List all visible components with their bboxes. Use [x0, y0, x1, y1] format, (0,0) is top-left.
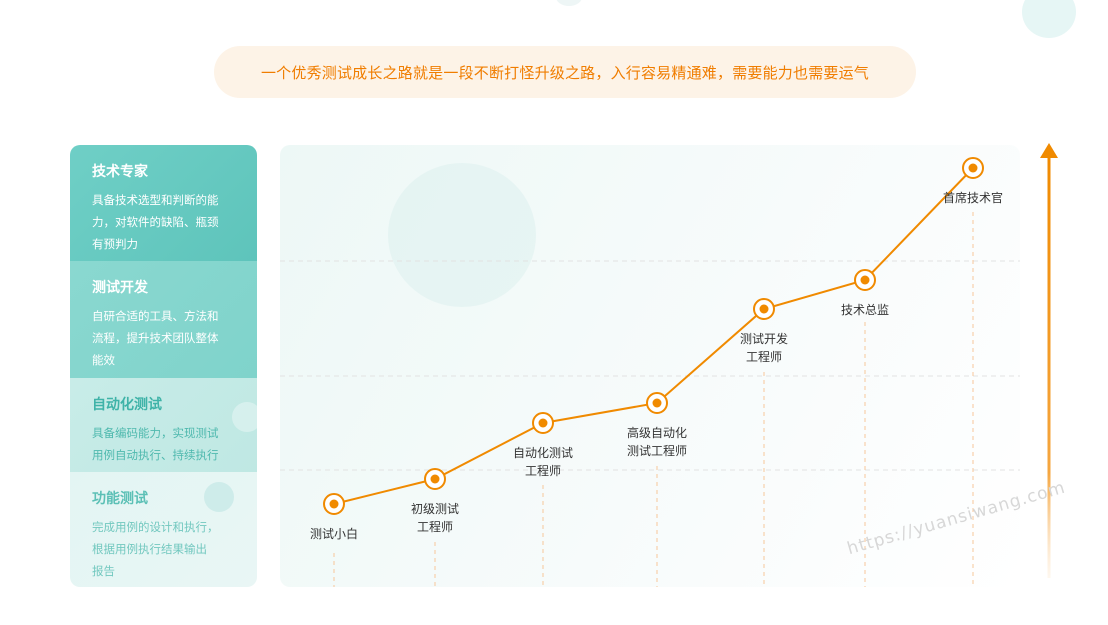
level-desc-line: 能效 [92, 353, 115, 367]
stage-label: 工程师 [746, 349, 782, 364]
stage-label: 自动化测试 [513, 445, 573, 460]
level-desc-line: 报告 [92, 564, 115, 578]
level-desc-line: 具备技术选型和判断的能 [92, 193, 219, 207]
level-functional-testing: 功能测试 完成用例的设计和执行， 根据用例执行结果输出 报告 [70, 472, 257, 587]
level-desc-line: 用例自动执行、持续执行 [92, 448, 219, 462]
level-desc-line: 自研合适的工具、方法和 [92, 309, 219, 323]
stage-node-director [854, 269, 876, 291]
level-desc-line: 力，对软件的缺陷、瓶颈 [92, 215, 219, 229]
stage-node-automation [532, 412, 554, 434]
level-desc-line: 有预判力 [92, 237, 138, 251]
level-title: 测试开发 [92, 280, 148, 296]
stage-label: 工程师 [525, 463, 561, 478]
stage-label: 测试小白 [310, 526, 358, 541]
tagline-text: 一个优秀测试成长之路就是一段不断打怪升级之路，入行容易精通难，需要能力也需要运气 [260, 63, 869, 82]
level-desc-line: 具备编码能力，实现测试 [92, 426, 219, 440]
level-desc-line: 根据用例执行结果输出 [92, 542, 207, 556]
level-title: 技术专家 [92, 164, 148, 180]
level-test-development: 测试开发 自研合适的工具、方法和 流程，提升技术团队整体 能效 [70, 261, 257, 378]
decorative-circle-top [556, 0, 582, 6]
level-title: 功能测试 [92, 491, 148, 507]
level-description: 具备编码能力，实现测试 用例自动执行、持续执行 [92, 422, 245, 466]
stage-node-cto [962, 157, 984, 179]
decorative-circle [204, 482, 234, 512]
stage-label: 技术总监 [841, 303, 889, 317]
level-tech-expert: 技术专家 具备技术选型和判断的能 力，对软件的缺陷、瓶颈 有预判力 [70, 145, 257, 261]
level-description: 完成用例的设计和执行， 根据用例执行结果输出 报告 [92, 516, 245, 582]
stage-label: 高级自动化 [627, 425, 687, 440]
stage-node-rookie [323, 493, 345, 515]
stage-node-senior-automation [646, 392, 668, 414]
stage-node-junior [424, 468, 446, 490]
tagline-banner: 一个优秀测试成长之路就是一段不断打怪升级之路，入行容易精通难，需要能力也需要运气 [214, 46, 916, 98]
level-desc-line: 完成用例的设计和执行， [92, 520, 219, 534]
level-description: 自研合适的工具、方法和 流程，提升技术团队整体 能效 [92, 305, 245, 371]
level-title: 自动化测试 [92, 397, 162, 413]
stage-label: 测试工程师 [627, 443, 687, 458]
stage-label: 测试开发 [740, 331, 788, 346]
stage-label: 初级测试 [411, 501, 459, 516]
decorative-circle [388, 163, 536, 307]
growth-path-panel [280, 145, 1020, 587]
level-automation-testing: 自动化测试 具备编码能力，实现测试 用例自动执行、持续执行 [70, 378, 257, 472]
stage-label: 工程师 [417, 519, 453, 534]
level-description: 具备技术选型和判断的能 力，对软件的缺陷、瓶颈 有预判力 [92, 189, 245, 255]
growth-arrow [1040, 143, 1058, 578]
decorative-circle [232, 402, 257, 432]
stage-node-test-dev [753, 298, 775, 320]
level-desc-line: 流程，提升技术团队整体 [92, 331, 219, 345]
skill-level-panel: 技术专家 具备技术选型和判断的能 力，对软件的缺陷、瓶颈 有预判力 测试开发 自… [70, 145, 257, 587]
stage-label: 首席技术官 [943, 190, 1003, 205]
